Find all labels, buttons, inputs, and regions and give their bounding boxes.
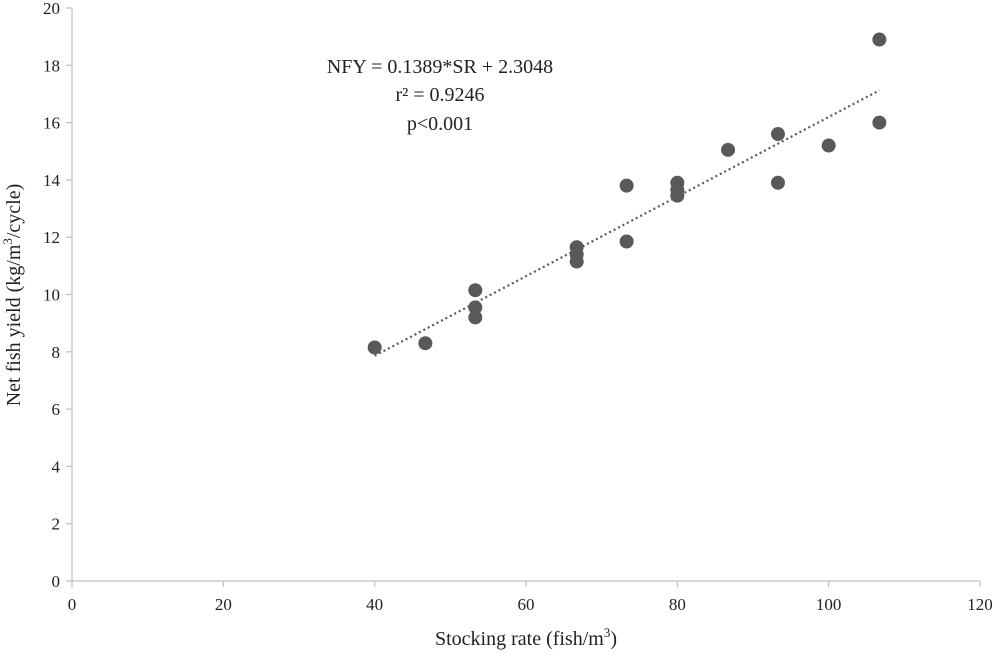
data-point (670, 188, 685, 203)
r-squared-annotation: r² = 0.9246 (396, 84, 485, 106)
data-point (418, 336, 433, 351)
x-axis-ticks: 0 20 40 60 80 100 120 (68, 581, 993, 614)
x-tick-label: 40 (366, 595, 383, 614)
data-point (872, 115, 887, 130)
y-tick-label: 20 (43, 0, 60, 18)
y-tick-label: 14 (43, 171, 61, 190)
y-tick-label: 0 (52, 572, 61, 591)
trend-line (374, 89, 880, 357)
data-point (619, 234, 634, 249)
data-point (619, 178, 634, 193)
data-point (569, 254, 584, 269)
data-point (821, 138, 836, 153)
data-point (872, 32, 887, 47)
x-tick-label: 100 (816, 595, 842, 614)
x-tick-label: 80 (669, 595, 686, 614)
y-tick-label: 10 (43, 286, 60, 305)
p-value-annotation: p<0.001 (407, 113, 473, 135)
data-point (770, 175, 785, 190)
data-point (770, 127, 785, 142)
x-axis-title: Stocking rate (fish/m3) (435, 625, 617, 650)
equation-annotation: NFY = 0.1389*SR + 2.3048 (327, 56, 553, 78)
x-tick-label: 120 (967, 595, 993, 614)
data-point (367, 340, 382, 355)
y-tick-label: 18 (43, 56, 60, 75)
x-tick-label: 0 (68, 595, 77, 614)
data-point (721, 142, 736, 157)
y-tick-label: 4 (52, 457, 61, 476)
y-tick-label: 2 (52, 515, 61, 534)
y-tick-label: 16 (43, 114, 60, 133)
data-point (468, 300, 483, 315)
y-tick-label: 8 (52, 343, 61, 362)
data-point (468, 283, 483, 298)
y-axis-title: Net fish yield (kg/m3/cycle) (0, 184, 25, 407)
y-tick-label: 12 (43, 228, 60, 247)
x-tick-label: 20 (215, 595, 232, 614)
x-tick-label: 60 (518, 595, 535, 614)
y-axis-ticks: 0 2 4 6 8 10 12 14 16 18 20 (43, 0, 72, 591)
y-tick-label: 6 (52, 400, 61, 419)
data-points (367, 32, 887, 355)
data-point (468, 310, 483, 325)
